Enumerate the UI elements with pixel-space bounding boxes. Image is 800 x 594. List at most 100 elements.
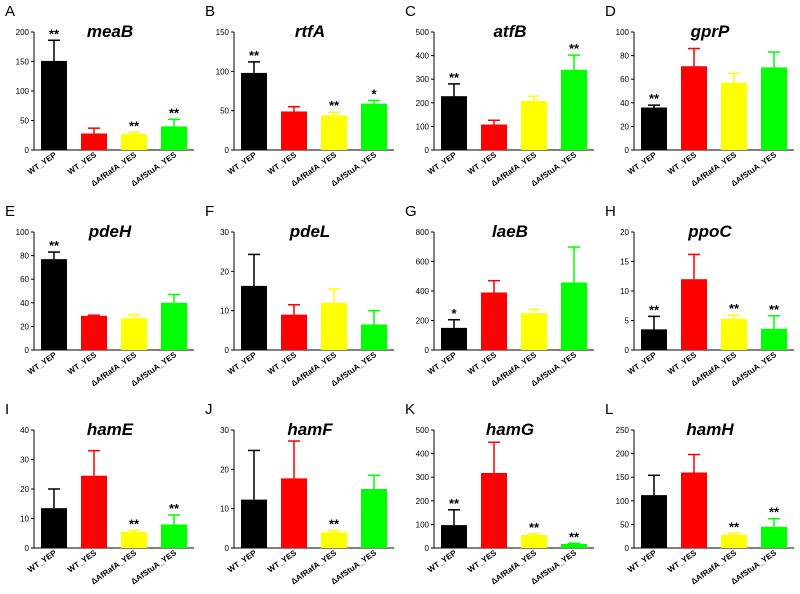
bar--afstua-yes	[361, 324, 387, 350]
y-tick-label: 200	[416, 99, 430, 108]
y-tick-label: 0	[625, 544, 630, 553]
significance-mark: **	[49, 238, 60, 253]
bar-wt-yes	[481, 292, 507, 350]
y-tick-label: 100	[616, 497, 630, 506]
y-tick-label: 200	[616, 450, 630, 459]
category-label: WT_YES	[266, 548, 299, 575]
bar--afstua-yes	[761, 526, 787, 548]
y-tick-label: 100	[416, 520, 430, 529]
significance-mark: **	[449, 70, 460, 85]
y-tick-label: 200	[416, 317, 430, 326]
y-tick-label: 40	[620, 99, 629, 108]
bar-wt-yes	[81, 315, 107, 350]
bar-wt-yes	[81, 133, 107, 150]
y-tick-label: 5	[625, 317, 630, 326]
y-tick-label: 200	[416, 497, 430, 506]
bar--afstua-yes	[161, 126, 187, 150]
bar-wt-yes	[681, 279, 707, 350]
gene-title: hamE	[87, 420, 134, 439]
significance-mark: **	[449, 496, 460, 511]
y-tick-label: 0	[25, 146, 30, 155]
panel-letter: L	[605, 401, 613, 418]
y-tick-label: 50	[20, 117, 29, 126]
gene-title: pdeH	[88, 222, 132, 241]
gene-title: rtfA	[295, 22, 325, 41]
bar-wt-yes	[481, 124, 507, 150]
bar--afrafa-yes	[321, 532, 347, 548]
y-tick-label: 150	[216, 28, 230, 37]
y-tick-label: 400	[416, 52, 430, 61]
bar--afrafa-yes	[121, 531, 147, 548]
y-tick-label: 10	[220, 505, 229, 514]
category-label: WT_YES	[466, 548, 499, 575]
y-tick-label: 50	[620, 520, 629, 529]
y-tick-label: 400	[416, 450, 430, 459]
y-tick-label: 80	[620, 52, 629, 61]
gene-title: hamH	[686, 420, 734, 439]
bar-wt-yep	[241, 72, 267, 150]
category-label: WT_YEP	[626, 548, 659, 575]
y-tick-label: 100	[416, 122, 430, 131]
category-label: WT_YES	[666, 350, 699, 377]
bar-wt-yes	[281, 111, 307, 150]
bar-wt-yep	[641, 107, 667, 150]
category-label: WT_YEP	[626, 150, 659, 177]
y-tick-label: 600	[416, 258, 430, 267]
bar-wt-yep	[441, 327, 467, 350]
bar--afrafa-yes	[321, 115, 347, 150]
bar-wt-yep	[241, 499, 267, 548]
significance-mark: **	[769, 302, 780, 317]
bar-wt-yes	[81, 475, 107, 548]
bar--afstua-yes	[361, 489, 387, 548]
category-label: WT_YEP	[26, 350, 59, 377]
significance-mark: **	[329, 98, 340, 113]
y-tick-label: 30	[20, 456, 29, 465]
bar-wt-yep	[441, 96, 467, 150]
bar-wt-yep	[641, 329, 667, 350]
bar-wt-yes	[281, 314, 307, 350]
significance-mark: **	[249, 48, 260, 63]
bar--afrafa-yes	[721, 82, 747, 150]
y-tick-label: 40	[20, 299, 29, 308]
category-label: WT_YEP	[226, 150, 259, 177]
y-tick-label: 20	[220, 465, 229, 474]
category-label: WT_YES	[466, 150, 499, 177]
y-tick-label: 150	[616, 473, 630, 482]
category-label: WT_YES	[666, 150, 699, 177]
bar--afrafa-yes	[721, 534, 747, 548]
bar--afrafa-yes	[121, 134, 147, 150]
bar--afstua-yes	[361, 103, 387, 150]
category-label: WT_YEP	[426, 548, 459, 575]
bar-wt-yes	[481, 472, 507, 548]
gene-title: hamG	[486, 420, 534, 439]
category-label: WT_YES	[66, 548, 99, 575]
significance-mark: **	[769, 505, 780, 520]
y-tick-label: 0	[425, 346, 430, 355]
category-label: WT_YES	[66, 350, 99, 377]
panel-letter: D	[605, 3, 616, 20]
category-label: WT_YES	[66, 150, 99, 177]
significance-mark: **	[649, 302, 660, 317]
significance-mark: **	[169, 501, 180, 516]
y-tick-label: 400	[416, 287, 430, 296]
bar-wt-yep	[441, 525, 467, 548]
bar--afstua-yes	[561, 69, 587, 150]
y-tick-label: 100	[16, 228, 30, 237]
gene-title: gprP	[690, 22, 730, 41]
significance-mark: **	[529, 520, 540, 535]
y-tick-label: 20	[620, 228, 629, 237]
significance-mark: **	[129, 118, 140, 133]
bar-wt-yep	[41, 259, 67, 350]
y-tick-label: 500	[416, 426, 430, 435]
bar--afrafa-yes	[721, 318, 747, 350]
y-tick-label: 80	[20, 252, 29, 261]
bar-wt-yes	[681, 66, 707, 150]
y-tick-label: 250	[616, 426, 630, 435]
significance-mark: **	[729, 301, 740, 316]
bar--afstua-yes	[561, 543, 587, 548]
